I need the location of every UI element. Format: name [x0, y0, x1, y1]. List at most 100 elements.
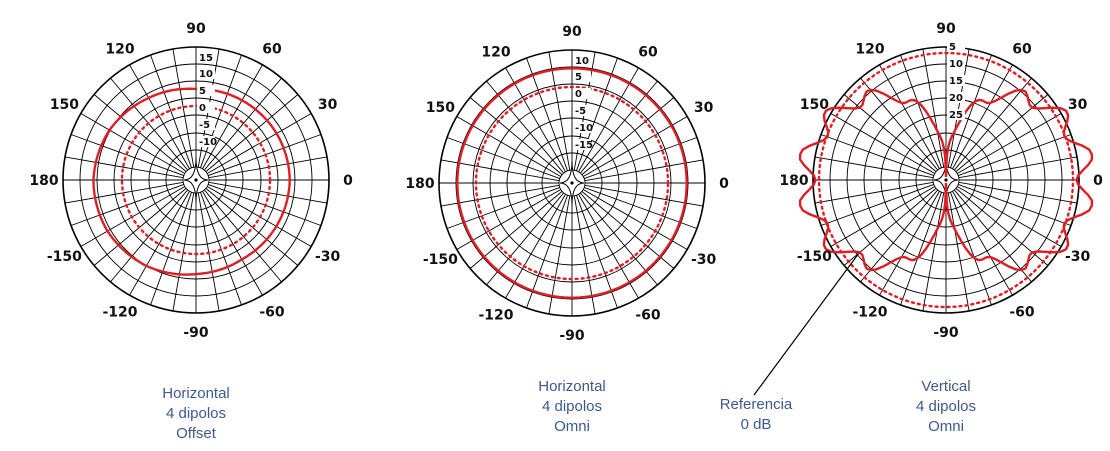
- grid-ring: [898, 132, 994, 228]
- caption-1-line-2: 4 dipolos: [166, 405, 226, 422]
- radial-label-bg: [947, 58, 965, 69]
- grid-spoke: [526, 57, 568, 171]
- angle-label: 60: [638, 44, 658, 60]
- reference-dotted: [120, 104, 272, 256]
- grid-ring: [524, 135, 620, 231]
- grid-spoke: [576, 195, 618, 309]
- grid-spoke: [204, 189, 282, 283]
- angle-label: 30: [318, 97, 338, 113]
- grid-spoke: [584, 184, 704, 207]
- grid-spoke: [950, 54, 992, 168]
- grid-spoke: [957, 113, 1062, 174]
- radial-label: 5: [949, 42, 956, 53]
- grid-spoke: [204, 77, 282, 171]
- radial-label-bg: [573, 88, 591, 99]
- radial-label: 5: [575, 72, 582, 83]
- caption-2-line-2: 4 dipolos: [542, 398, 602, 415]
- radial-label: 25: [949, 110, 963, 121]
- grid-spoke: [583, 189, 688, 250]
- grid-ring: [863, 97, 1029, 263]
- grid-spoke: [954, 189, 1032, 283]
- grid-spoke: [947, 192, 970, 312]
- grid-spoke: [205, 94, 299, 172]
- angle-label: 0: [343, 173, 353, 189]
- grid-ring: [62, 46, 330, 314]
- grid-ring: [96, 80, 296, 280]
- angle-label: 180: [779, 173, 808, 189]
- grid-spoke: [879, 64, 940, 169]
- grid-spoke: [957, 186, 1062, 247]
- pattern-solid: [92, 87, 291, 276]
- angle-label: 120: [481, 44, 510, 60]
- radial-label: 20: [949, 93, 963, 104]
- radial-label: -10: [575, 123, 593, 134]
- grid-spoke: [446, 137, 560, 179]
- angle-label: -30: [691, 252, 717, 268]
- grid-spoke: [129, 191, 190, 296]
- grid-ring: [438, 49, 706, 317]
- angle-label: 120: [855, 41, 884, 57]
- grid-spoke: [486, 80, 564, 174]
- reference-pointer-line: [753, 252, 860, 396]
- radial-label-bg: [197, 136, 215, 147]
- grid-spoke: [583, 116, 688, 177]
- angle-label: 150: [800, 97, 829, 113]
- radial-label-bg: [947, 41, 965, 52]
- reference-dotted: [474, 85, 670, 281]
- grid-spoke: [446, 187, 560, 229]
- grid-spoke: [952, 191, 1013, 296]
- radial-label-bg: [197, 102, 215, 113]
- grid-spoke: [205, 188, 299, 266]
- angle-label: -60: [259, 305, 285, 321]
- grid-spoke: [581, 97, 675, 175]
- grid-spoke: [505, 67, 566, 172]
- radial-label: 10: [575, 56, 589, 67]
- angle-label: -120: [478, 308, 513, 324]
- radial-label-bg: [197, 68, 215, 79]
- radial-label: 0: [199, 103, 206, 114]
- grid-spoke: [456, 189, 561, 250]
- angle-label: -60: [1009, 305, 1035, 321]
- grid-ring: [165, 149, 227, 211]
- grid-spoke: [958, 156, 1078, 179]
- grid-spoke: [469, 97, 563, 175]
- grid-spoke: [578, 67, 639, 172]
- grid-ring: [829, 63, 1063, 297]
- angle-label: 30: [694, 100, 714, 116]
- angle-label: -90: [559, 328, 585, 344]
- caption-2-line-1: Horizontal: [538, 378, 606, 395]
- radial-label-bg: [947, 75, 965, 86]
- angle-label: -60: [635, 308, 661, 324]
- reference-dotted: [817, 51, 1075, 309]
- grid-spoke: [64, 156, 184, 179]
- radial-label: 0: [575, 89, 582, 100]
- grid-spoke: [879, 191, 940, 296]
- grid-spoke: [150, 54, 192, 168]
- grid-ring: [113, 97, 279, 263]
- grid-spoke: [486, 192, 564, 286]
- grid-spoke: [110, 189, 188, 283]
- grid-spoke: [922, 48, 945, 168]
- angle-label: -120: [852, 305, 887, 321]
- grid-ring: [541, 152, 603, 214]
- grid-ring: [846, 80, 1046, 280]
- radial-label: -5: [199, 120, 210, 131]
- grid-spoke: [820, 184, 934, 226]
- grid-spoke: [584, 137, 698, 179]
- grid-spoke: [548, 51, 571, 171]
- grid-ring: [130, 114, 262, 246]
- angle-label: 180: [405, 176, 434, 192]
- radial-label: 15: [949, 76, 963, 87]
- pattern-solid: [456, 67, 688, 299]
- radial-label-bg: [573, 71, 591, 82]
- grid-spoke: [580, 80, 658, 174]
- grid-spoke: [952, 64, 1013, 169]
- angle-label: 60: [262, 41, 282, 57]
- angle-label: -150: [47, 249, 82, 265]
- grid-spoke: [584, 187, 698, 229]
- grid-spoke: [830, 186, 935, 247]
- grid-ring: [472, 83, 672, 283]
- polar-chart-horizontal-omni: 1050-5-10-150306090120150180-150-120-90-…: [405, 24, 729, 344]
- pattern-solid: [798, 88, 1094, 272]
